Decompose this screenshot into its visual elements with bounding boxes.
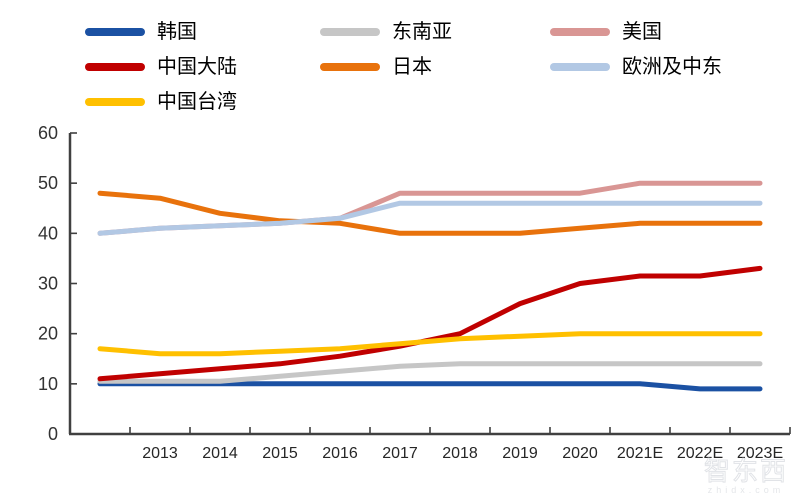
x-axis-tick-label: 2019 xyxy=(502,445,538,462)
series-line-欧洲及中东 xyxy=(97,200,763,236)
legend-item-2: 东南亚 xyxy=(320,20,550,44)
y-axis-tick-label: 20 xyxy=(38,324,58,344)
legend-label: 韩国 xyxy=(157,21,197,43)
legend-label: 美国 xyxy=(622,21,662,43)
legend-item-1: 韩国 xyxy=(85,20,320,44)
legend-item-5: 日本 xyxy=(320,55,550,79)
y-axis-tick-label: 40 xyxy=(38,223,58,243)
legend-item-4: 中国大陆 xyxy=(85,55,320,79)
chart-legend: 韩国 东南亚 美国中国大陆 日本 欧洲及中东中国台湾 xyxy=(85,20,722,114)
y-axis-tick-label: 10 xyxy=(38,374,58,394)
series-line-东南亚 xyxy=(97,361,763,384)
series-line-韩国 xyxy=(97,381,763,392)
series-line-日本 xyxy=(97,190,763,236)
legend-line-swatch xyxy=(550,28,610,36)
series-line-中国台湾 xyxy=(97,331,763,357)
legend-label: 中国台湾 xyxy=(157,91,237,113)
x-axis-tick-label: 2018 xyxy=(442,445,478,462)
x-axis-tick-label: 2022E xyxy=(677,445,723,462)
legend-item-7: 中国台湾 xyxy=(85,90,320,114)
x-axis-tick-label: 2014 xyxy=(202,445,238,462)
y-axis-tick-label: 30 xyxy=(38,274,58,294)
legend-label: 日本 xyxy=(392,56,432,78)
y-axis-tick-label: 50 xyxy=(38,173,58,193)
legend-item-6: 欧洲及中东 xyxy=(550,55,722,79)
x-axis-tick-label: 2015 xyxy=(262,445,298,462)
legend-line-swatch xyxy=(85,28,145,36)
x-axis-tick-label: 2023E xyxy=(737,445,783,462)
legend-line-swatch xyxy=(85,63,145,71)
x-axis-tick-label: 2017 xyxy=(382,445,418,462)
legend-line-swatch xyxy=(550,63,610,71)
x-axis-tick-label: 2016 xyxy=(322,445,358,462)
legend-label: 欧洲及中东 xyxy=(622,56,722,78)
legend-label: 中国大陆 xyxy=(157,56,237,78)
x-axis-tick-label: 2013 xyxy=(142,445,178,462)
legend-line-swatch xyxy=(320,63,380,71)
legend-label: 东南亚 xyxy=(392,21,452,43)
x-axis-tick-label: 2020 xyxy=(562,445,598,462)
legend-line-swatch xyxy=(85,98,145,106)
legend-item-3: 美国 xyxy=(550,20,722,44)
y-axis-tick-label: 0 xyxy=(48,424,58,444)
y-axis-tick-label: 60 xyxy=(38,123,58,143)
legend-line-swatch xyxy=(320,28,380,36)
x-axis-tick-label: 2021E xyxy=(617,445,663,462)
